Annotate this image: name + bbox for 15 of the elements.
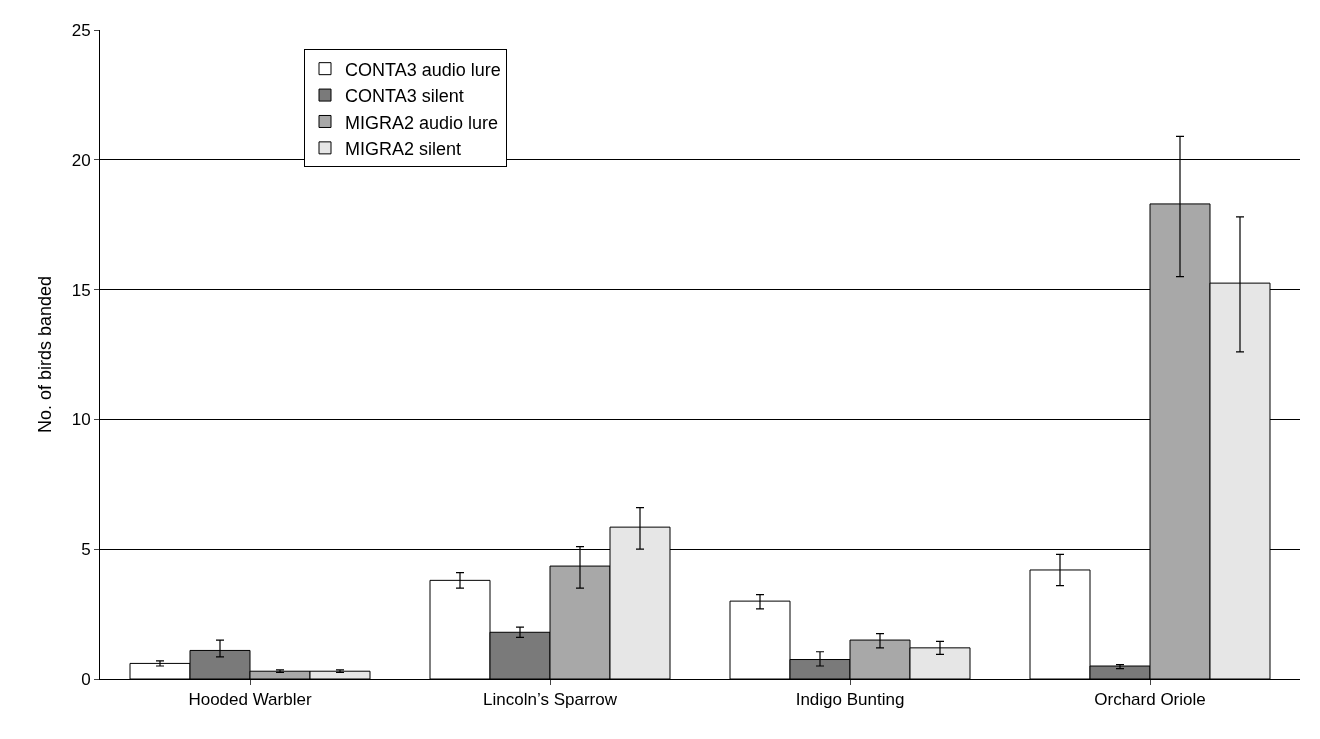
x-tick-label: Orchard Oriole: [1094, 690, 1206, 710]
x-tick-label: Indigo Bunting: [795, 690, 905, 710]
x-tick-label: Hooded Warbler: [188, 690, 312, 710]
legend-label: MIGRA2 silent: [345, 138, 462, 159]
y-tick-label: 20: [71, 150, 91, 170]
x-tick-label: Lincoln’s Sparrow: [483, 690, 618, 710]
y-axis-title: No. of birds banded: [34, 275, 55, 434]
y-tick-label: 10: [71, 410, 91, 430]
y-tick-label: 15: [71, 280, 91, 300]
y-tick-label: 5: [81, 540, 91, 560]
y-tick-label: 0: [81, 669, 91, 689]
y-tick-label: 25: [71, 20, 91, 40]
legend-label: MIGRA2 audio lure: [345, 112, 499, 133]
legend-label: CONTA3 silent: [345, 86, 464, 107]
legend-label: CONTA3 audio lure: [345, 59, 501, 80]
